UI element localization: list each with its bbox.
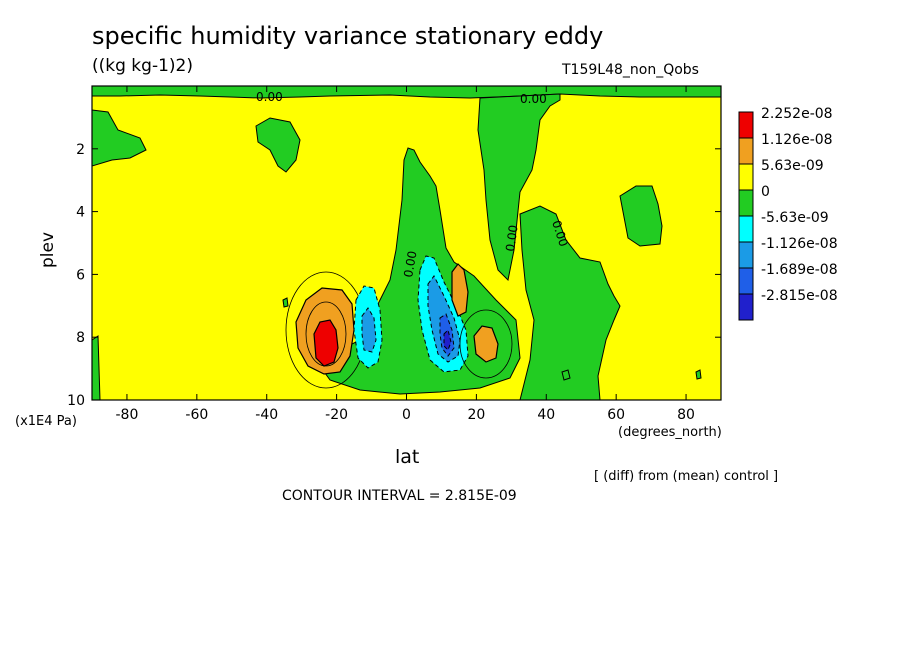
colorbar: 2.252e-08 1.126e-08 5.63e-09 0 -5.63e-09 -1.1… bbox=[738, 106, 838, 321]
green-region-left bbox=[92, 109, 147, 167]
contour-label-1: 0.00 bbox=[256, 90, 283, 104]
deepblue-region-north bbox=[443, 329, 452, 351]
green-region-right-column bbox=[477, 93, 561, 282]
colorbar-swatch bbox=[738, 267, 754, 295]
x-axis-label: lat bbox=[395, 446, 420, 468]
small-green-right bbox=[695, 369, 702, 380]
y-tick-label: 10 bbox=[67, 393, 85, 409]
contour-line-south-inner bbox=[305, 301, 347, 367]
units-label: ((kg kg-1)2) bbox=[92, 56, 193, 76]
y-tick-label: 8 bbox=[76, 330, 85, 346]
contour-label-4: 0.00 bbox=[503, 224, 521, 252]
red-region-south bbox=[313, 319, 339, 367]
orange-region-north-upper bbox=[451, 263, 469, 317]
y-tick-label: 2 bbox=[76, 142, 85, 158]
x-tick-label: 20 bbox=[467, 407, 485, 423]
colorbar-label: -2.815e-08 bbox=[761, 288, 838, 304]
y-tick-label: 6 bbox=[76, 267, 85, 283]
comparison-note: [ (diff) from (mean) control ] bbox=[594, 469, 779, 484]
contour-label-2: 0.00 bbox=[520, 92, 547, 106]
colorbar-swatch bbox=[738, 163, 754, 191]
run-name-label: T159L48_non_Qobs bbox=[562, 62, 699, 78]
x-unit-label: (degrees_north) bbox=[618, 425, 722, 440]
colorbar-label: 2.252e-08 bbox=[761, 106, 833, 122]
y-tick-label: 4 bbox=[76, 205, 85, 221]
green-region-right-lower bbox=[519, 205, 621, 400]
small-green-far-left bbox=[92, 335, 101, 400]
green-region-right-upper-blob bbox=[619, 185, 663, 247]
colorbar-swatch bbox=[738, 293, 754, 321]
colorbar-swatch bbox=[738, 137, 754, 165]
x-tick-label: -40 bbox=[255, 407, 278, 423]
plot-field: 0.00 0.00 0.00 0.00 0.00 bbox=[92, 86, 721, 400]
green-region-right-small bbox=[561, 369, 571, 381]
blue-region-south bbox=[361, 307, 377, 353]
axes: -80 -60 -40 -20 0 20 40 60 80 2 4 6 8 10 bbox=[67, 86, 721, 423]
chart-title: specific humidity variance stationary ed… bbox=[92, 22, 604, 50]
colorbar-label: -1.126e-08 bbox=[761, 236, 838, 252]
x-tick-label: 60 bbox=[607, 407, 625, 423]
colorbar-label: -5.63e-09 bbox=[761, 210, 829, 226]
colorbar-swatch bbox=[738, 189, 754, 217]
x-tick-label: -80 bbox=[116, 407, 139, 423]
green-region-left-blob bbox=[255, 117, 301, 173]
colorbar-label: 5.63e-09 bbox=[761, 158, 824, 174]
y-unit-label: (x1E4 Pa) bbox=[15, 414, 77, 429]
colorbar-swatch bbox=[738, 241, 754, 269]
colorbar-label: -1.689e-08 bbox=[761, 262, 838, 278]
colorbar-swatch bbox=[738, 215, 754, 243]
colorbar-label: 0 bbox=[761, 184, 770, 200]
x-tick-label: -60 bbox=[185, 407, 208, 423]
colorbar-swatch bbox=[738, 111, 754, 139]
contour-interval-label: CONTOUR INTERVAL = 2.815E-09 bbox=[282, 488, 517, 504]
contour-line-north bbox=[459, 309, 513, 379]
small-green-left bbox=[282, 297, 289, 308]
colorbar-label: 1.126e-08 bbox=[761, 132, 833, 148]
orange-region-north-lower bbox=[473, 325, 499, 363]
x-tick-label: 40 bbox=[537, 407, 555, 423]
x-tick-label: -20 bbox=[325, 407, 348, 423]
x-tick-label: 80 bbox=[677, 407, 695, 423]
x-tick-label: 0 bbox=[402, 407, 411, 423]
contour-label-3: 0.00 bbox=[401, 250, 419, 279]
